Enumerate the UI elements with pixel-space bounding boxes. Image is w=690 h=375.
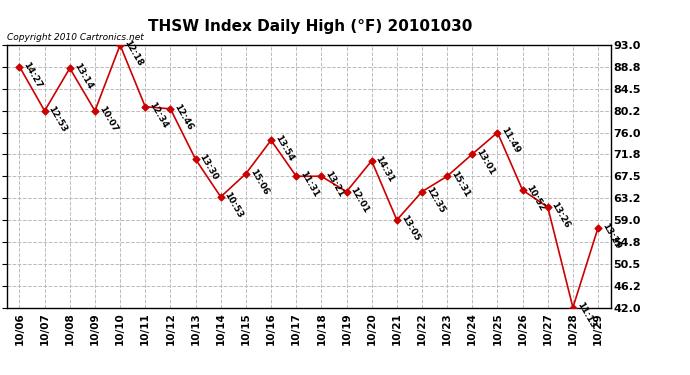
Text: 14:27: 14:27: [21, 60, 43, 90]
Text: 15:31: 15:31: [449, 170, 471, 199]
Text: 14:31: 14:31: [374, 154, 396, 184]
Text: 11:13: 11:13: [575, 301, 597, 330]
Point: [517, 187, 528, 193]
Text: 15:06: 15:06: [248, 167, 270, 196]
Point: [341, 189, 352, 195]
Point: [240, 171, 251, 177]
Text: 10:53: 10:53: [223, 190, 245, 219]
Point: [366, 158, 377, 164]
Text: 10:52: 10:52: [524, 184, 546, 213]
Text: 13:26: 13:26: [550, 201, 572, 230]
Text: 11:31: 11:31: [298, 170, 320, 199]
Text: 12:53: 12:53: [47, 104, 69, 134]
Point: [417, 189, 428, 195]
Point: [140, 104, 151, 110]
Text: 13:05: 13:05: [399, 213, 421, 243]
Point: [190, 156, 201, 162]
Text: 13:01: 13:01: [474, 147, 496, 177]
Point: [39, 108, 50, 114]
Text: 12:01: 12:01: [348, 185, 371, 214]
Text: 12:34: 12:34: [147, 100, 170, 130]
Point: [266, 137, 277, 143]
Point: [64, 65, 75, 71]
Text: 13:14: 13:14: [72, 62, 94, 91]
Text: THSW Index Daily High (°F) 20101030: THSW Index Daily High (°F) 20101030: [148, 19, 473, 34]
Point: [492, 129, 503, 135]
Text: 13:29: 13:29: [600, 221, 622, 251]
Point: [442, 173, 453, 179]
Point: [90, 108, 101, 114]
Point: [542, 204, 553, 210]
Point: [14, 64, 25, 70]
Point: [115, 42, 126, 48]
Text: 13:21: 13:21: [324, 170, 346, 199]
Point: [567, 304, 578, 310]
Text: 12:18: 12:18: [122, 39, 144, 68]
Point: [466, 151, 477, 157]
Text: 13:54: 13:54: [273, 134, 295, 163]
Point: [593, 225, 604, 231]
Point: [165, 106, 176, 112]
Text: 10:07: 10:07: [97, 104, 119, 134]
Point: [391, 217, 402, 223]
Text: 12:35: 12:35: [424, 185, 446, 214]
Text: Copyright 2010 Cartronics.net: Copyright 2010 Cartronics.net: [7, 33, 144, 42]
Point: [316, 173, 327, 179]
Text: 12:46: 12:46: [172, 102, 195, 132]
Text: 13:30: 13:30: [197, 153, 219, 182]
Text: 11:49: 11:49: [500, 126, 522, 156]
Point: [215, 194, 226, 200]
Point: [290, 173, 302, 179]
